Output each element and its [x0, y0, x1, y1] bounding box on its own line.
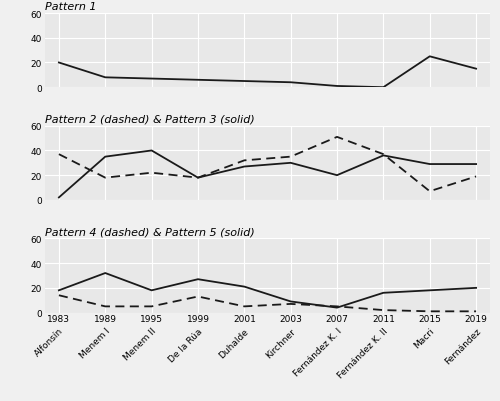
Text: Macri: Macri — [412, 326, 436, 350]
Text: Alfonsín: Alfonsín — [34, 326, 66, 358]
Text: Menem I: Menem I — [78, 326, 112, 360]
Text: Pattern 2 (dashed) & Pattern 3 (solid): Pattern 2 (dashed) & Pattern 3 (solid) — [45, 114, 255, 124]
Text: Fernández K. II: Fernández K. II — [336, 326, 390, 379]
Text: Pattern 1: Pattern 1 — [45, 2, 96, 12]
Text: Fernández K. I: Fernández K. I — [292, 326, 344, 378]
Text: Fernández: Fernández — [443, 326, 482, 366]
Text: Kirchner: Kirchner — [264, 326, 297, 359]
Text: Menem II: Menem II — [122, 326, 158, 362]
Text: Duhalde: Duhalde — [218, 326, 250, 359]
Text: Pattern 4 (dashed) & Pattern 5 (solid): Pattern 4 (dashed) & Pattern 5 (solid) — [45, 227, 255, 237]
Text: De la Rúa: De la Rúa — [167, 326, 204, 363]
